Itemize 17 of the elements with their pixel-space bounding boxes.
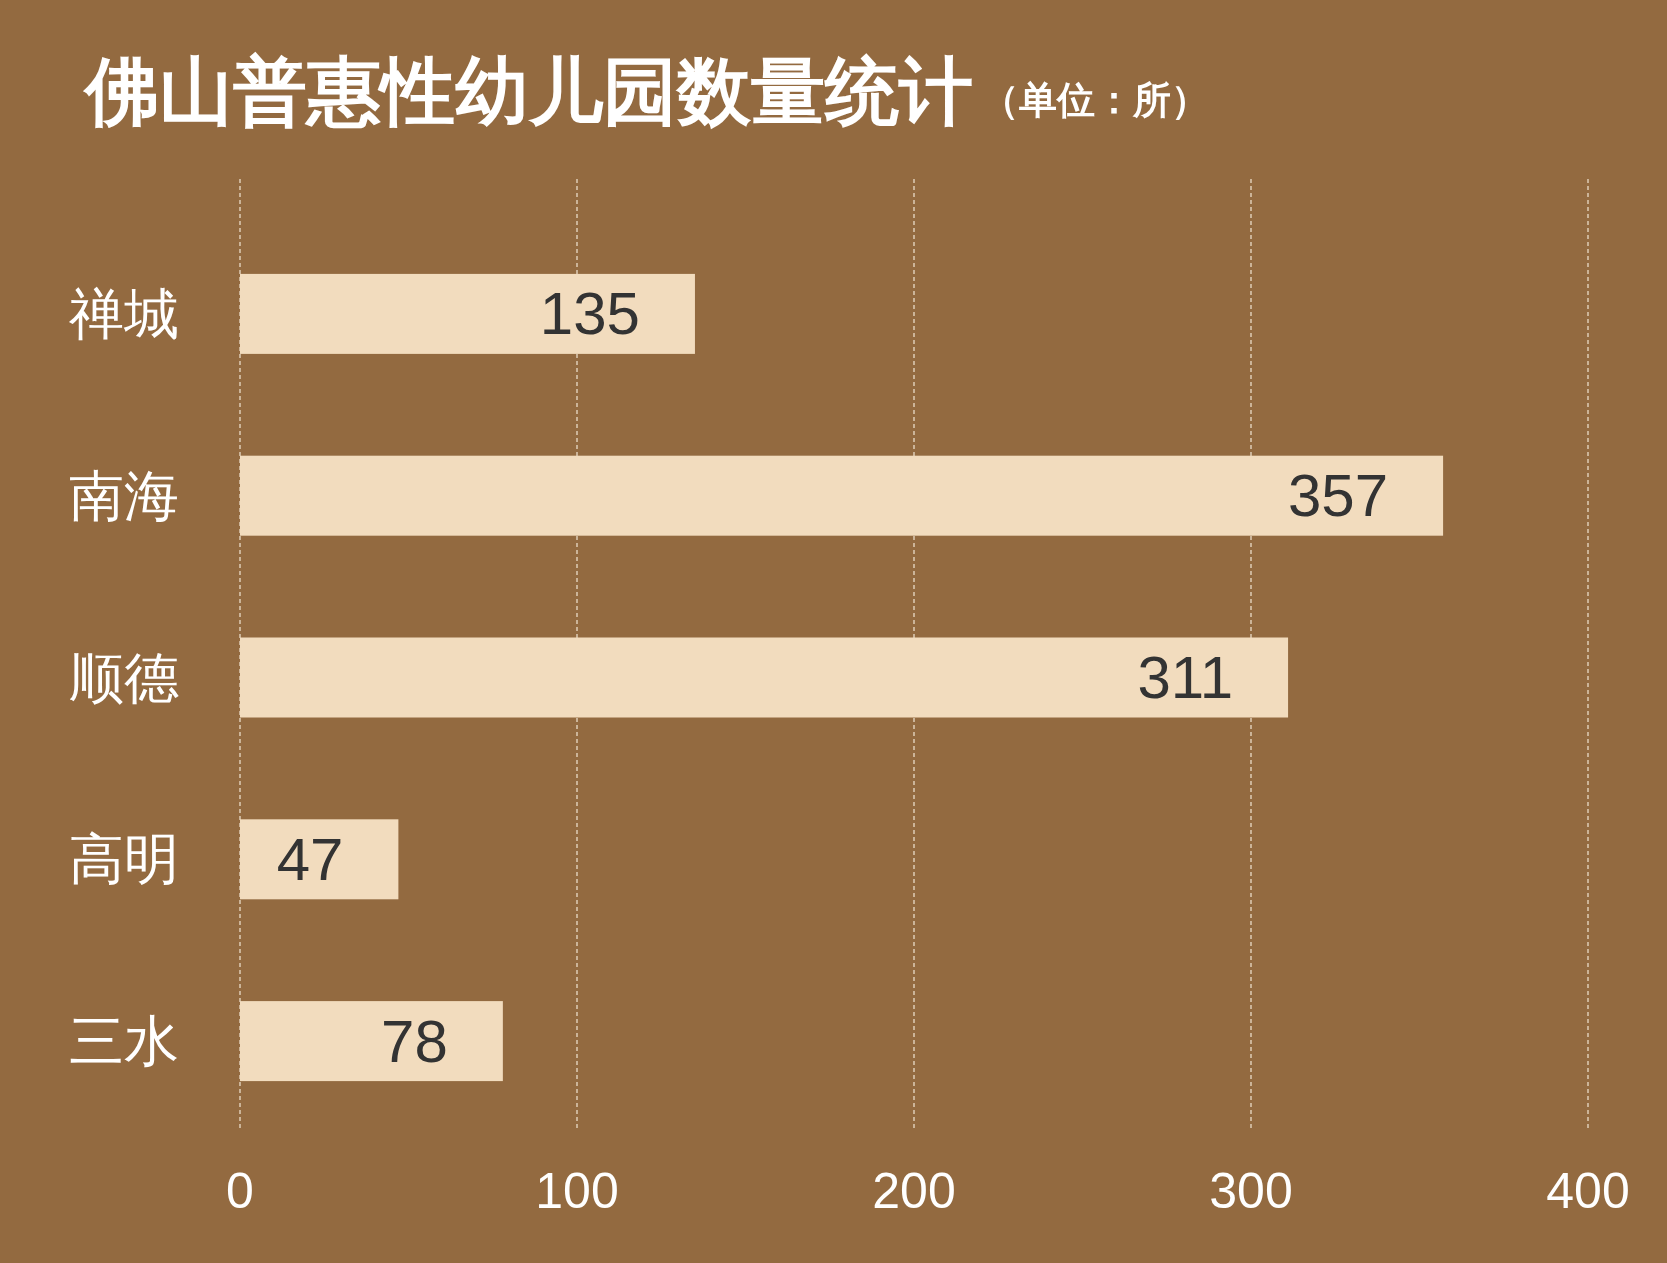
x-tick-label: 100 (535, 1163, 619, 1219)
y-tick-label: 顺德 (69, 646, 179, 709)
title: 佛山普惠性幼儿园数量统计 (85, 50, 973, 133)
y-tick-label: 高明 (69, 828, 179, 891)
x-tick-label: 0 (226, 1163, 254, 1219)
data-label: 47 (276, 825, 344, 893)
x-tick-label: 400 (1546, 1163, 1630, 1219)
x-tick-label: 300 (1209, 1163, 1293, 1219)
data-label: 135 (539, 280, 640, 348)
subtitle: （单位：所） (981, 79, 1209, 121)
x-tick-label: 200 (872, 1163, 956, 1219)
y-tick-label: 禅城 (69, 282, 179, 345)
y-tick-label: 三水 (69, 1010, 179, 1073)
data-label: 357 (1287, 462, 1389, 530)
data-label: 311 (1137, 644, 1234, 711)
y-tick-label: 南海 (69, 464, 179, 527)
data-label: 78 (381, 1007, 448, 1075)
